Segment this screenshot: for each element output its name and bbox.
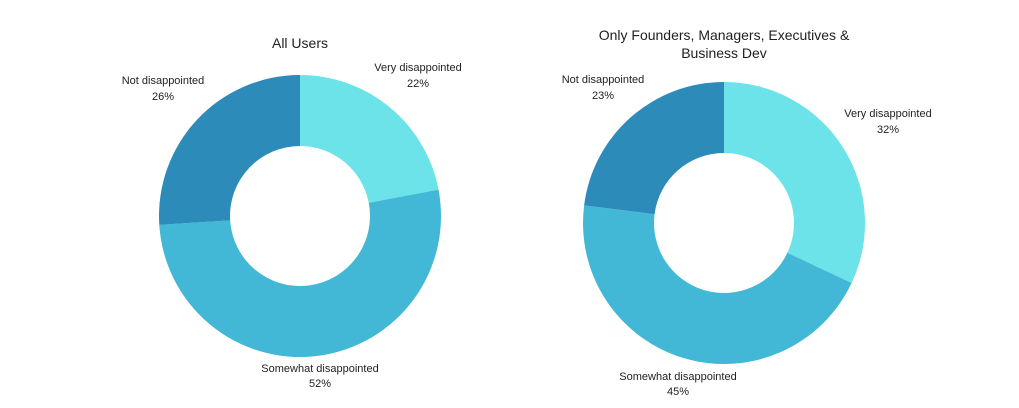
slices-founders-managers <box>583 82 865 365</box>
slice-very-disappointed-founders <box>724 82 865 284</box>
slice-label-very-disappointed-all-users: Very disappointed <box>374 62 461 74</box>
slice-not-disappointed-founders <box>584 82 724 215</box>
slice-value-not-disappointed-founders: 23% <box>592 90 614 102</box>
slices-all-users <box>158 74 442 358</box>
slice-value-somewhat-disappointed-founders: 45% <box>667 386 689 398</box>
slice-label-very-disappointed-founders: Very disappointed <box>844 108 931 120</box>
chart-title-line-2-founders: Business Dev <box>681 45 767 61</box>
slice-value-not-disappointed-all-users: 26% <box>152 91 174 103</box>
slice-somewhat-disappointed-founders <box>583 205 852 365</box>
slice-value-somewhat-disappointed-all-users: 52% <box>309 378 331 390</box>
chart-title-line-1-founders: Only Founders, Managers, Executives & <box>599 27 850 43</box>
slice-label-not-disappointed-founders: Not disappointed <box>562 74 645 86</box>
slice-somewhat-disappointed-all-users <box>159 189 442 358</box>
donut-chart-all-users: All Users Very disappointed 22% Somewhat… <box>122 35 462 390</box>
slice-label-not-disappointed-all-users: Not disappointed <box>122 75 205 87</box>
slice-value-very-disappointed-all-users: 22% <box>407 78 429 90</box>
slice-label-somewhat-disappointed-founders: Somewhat disappointed <box>619 371 736 383</box>
slice-not-disappointed-all-users <box>158 74 300 225</box>
slice-very-disappointed-all-users <box>300 75 439 203</box>
chart-title-all-users: All Users <box>272 35 328 51</box>
slice-value-very-disappointed-founders: 32% <box>877 124 899 136</box>
slice-label-somewhat-disappointed-all-users: Somewhat disappointed <box>261 363 378 375</box>
donut-chart-founders-managers: Only Founders, Managers, Executives & Bu… <box>562 27 932 398</box>
